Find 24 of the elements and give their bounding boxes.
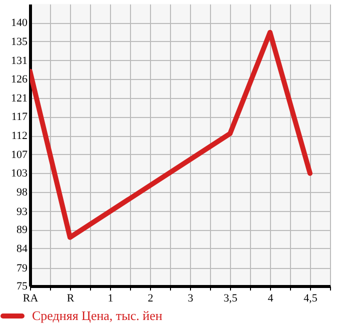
y-tick-label: 107 [11,148,28,161]
y-tick-label: 93 [16,206,28,218]
y-tick-label: 140 [11,17,28,30]
y-tick-label: 131 [11,54,28,67]
x-tick-label: 2 [148,292,154,304]
y-tick-label: 121 [11,92,28,104]
y-tick-label: 117 [11,111,28,124]
x-tick-label: R [66,292,75,304]
x-tick-label: 4,5 [304,292,318,304]
y-tick-label: 112 [11,130,28,142]
y-tick-label: 103 [11,167,28,180]
x-tick-label: 1 [108,292,114,304]
y-tick-label: 89 [16,224,28,236]
y-tick-label: 98 [16,186,28,198]
y-tick-label: 135 [11,36,28,48]
x-tick-label: 3 [188,292,194,304]
legend-label: Средняя Цена, тыс. йен [32,308,162,323]
x-tick-label: 3,5 [224,292,238,304]
y-tick-label: 126 [11,73,28,86]
x-tick-label: 4 [268,292,274,304]
y-tick-label: 79 [16,262,28,275]
y-tick-label: 84 [16,242,28,255]
x-tick-label: RA [22,292,38,304]
y-tick-label: 75 [16,280,28,292]
